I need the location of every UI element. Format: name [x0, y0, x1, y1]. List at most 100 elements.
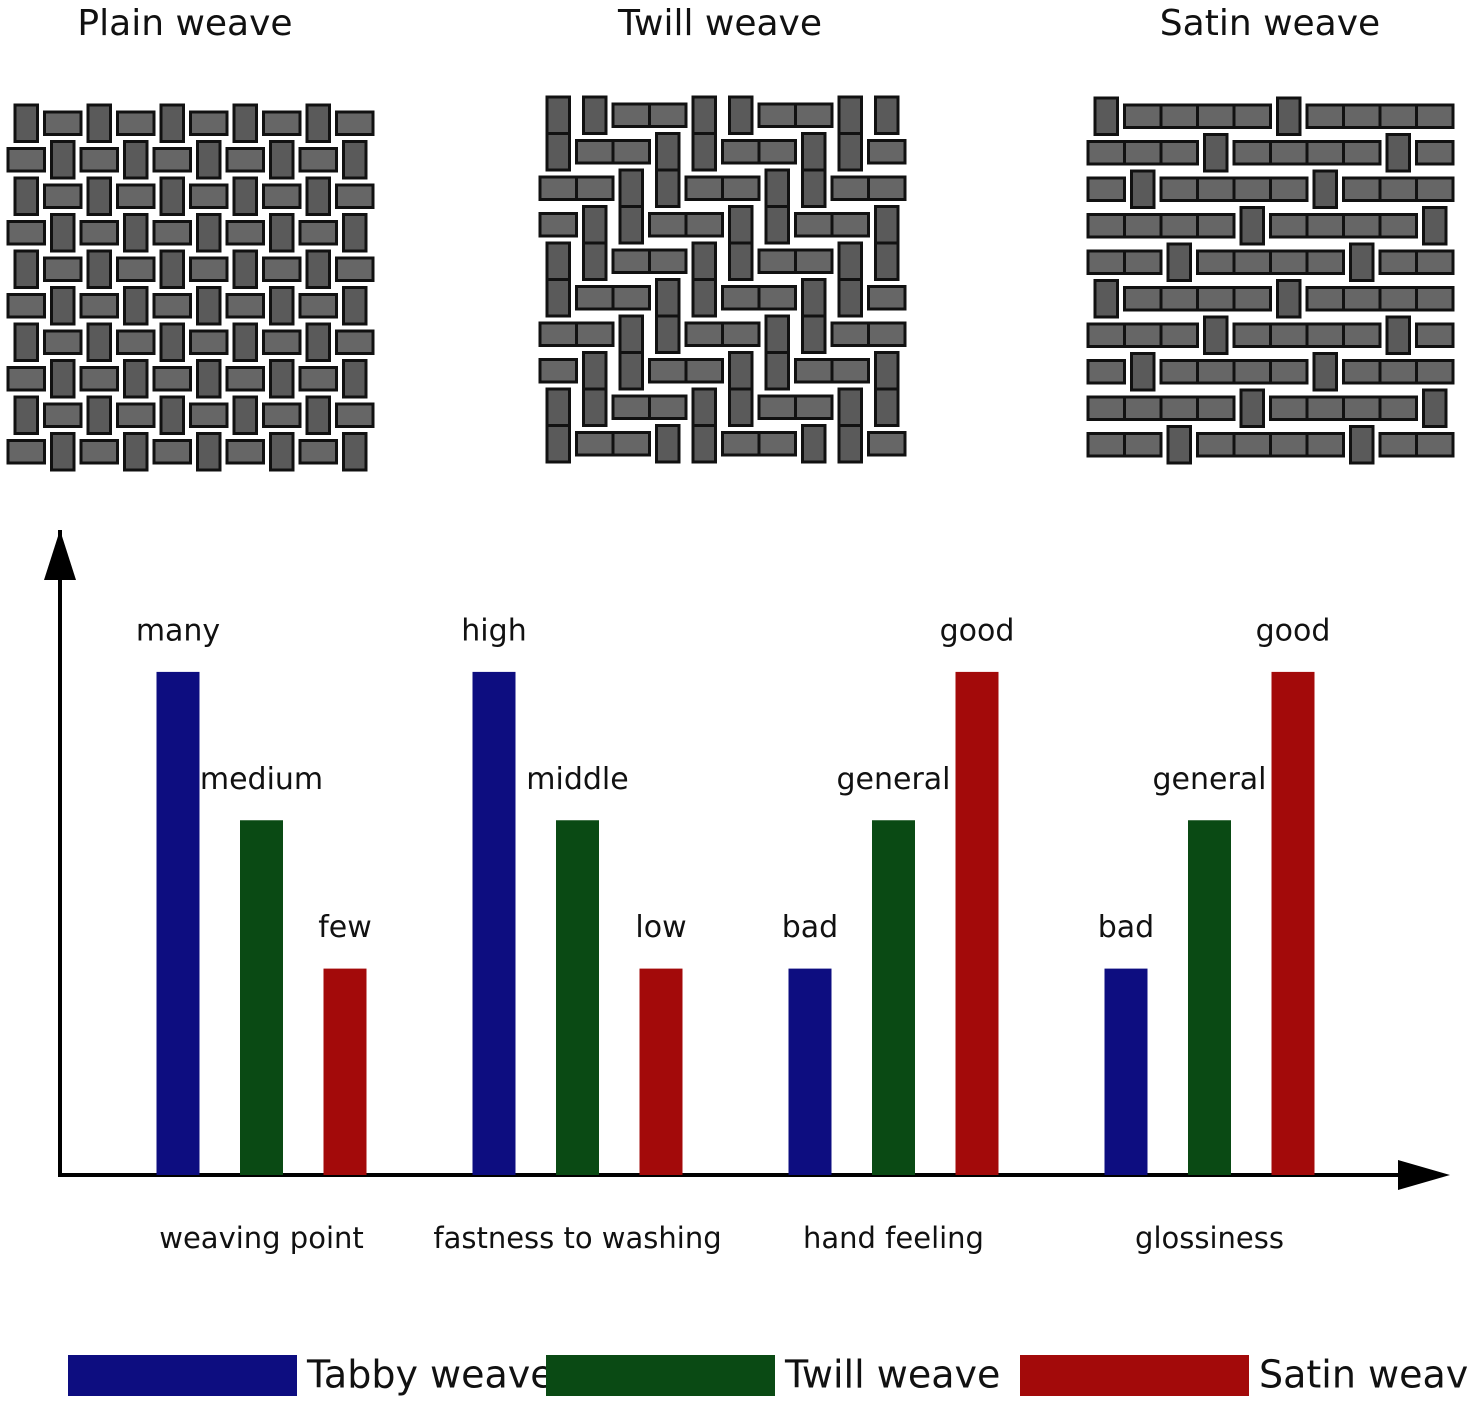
weave-cell: [196, 213, 222, 253]
weave-cell: [1342, 395, 1382, 421]
weave-cell: [116, 256, 156, 282]
weave-cell: [1415, 359, 1455, 385]
weave-cell: [1159, 359, 1199, 385]
weave-cell: [123, 213, 149, 253]
weave-cell: [1342, 213, 1382, 239]
weave-cell: [757, 285, 797, 311]
weave-cell: [1342, 322, 1382, 348]
bar: [639, 968, 683, 1175]
weave-cell: [1203, 315, 1229, 355]
weave-cell: [655, 132, 681, 172]
weave-cell: [1342, 176, 1382, 202]
y-axis-arrow: [44, 530, 76, 580]
weave-cell: [152, 366, 192, 392]
weave-cell: [538, 321, 578, 347]
weave-cell: [728, 387, 754, 427]
weave-cell: [1232, 359, 1272, 385]
weave-cell: [545, 95, 571, 135]
weave-cell: [13, 395, 39, 435]
weave-cell: [1123, 249, 1163, 275]
weave-cell: [867, 431, 907, 457]
weave-cell: [225, 366, 265, 392]
weave-cell: [1269, 322, 1309, 348]
weave-cell: [13, 322, 39, 362]
weave-cell: [189, 256, 229, 282]
weave-cell: [655, 314, 681, 354]
weave-cell: [1422, 388, 1448, 428]
weave-cell: [538, 175, 578, 201]
weave-cell: [1196, 213, 1236, 239]
weave-cell: [79, 366, 119, 392]
weave-cell: [1086, 176, 1126, 202]
weave-cell: [1269, 432, 1309, 458]
weave-cell: [538, 358, 578, 384]
weave-cell: [611, 139, 651, 165]
weave-cell: [1093, 279, 1119, 319]
data-label: general: [836, 762, 950, 797]
weave-cell: [225, 220, 265, 246]
weave-cell: [1159, 103, 1199, 129]
weave-cell: [582, 95, 608, 135]
weave-cell: [6, 366, 46, 392]
bar: [788, 968, 832, 1175]
weave-cell: [1239, 206, 1265, 246]
weave-cell: [1159, 213, 1199, 239]
x-tick-label: hand feeling: [803, 1221, 984, 1255]
weave-cell: [262, 256, 302, 282]
weave-cell: [298, 439, 338, 465]
weave-cell: [123, 286, 149, 326]
weave-cell: [232, 249, 258, 289]
weave-cell: [1305, 103, 1345, 129]
weave-cell: [545, 387, 571, 427]
weave-cell: [196, 432, 222, 472]
weave-cell: [1312, 169, 1338, 209]
data-label: many: [136, 613, 220, 648]
weave-cell: [757, 248, 797, 274]
weave-cell: [86, 249, 112, 289]
weave-cell: [1232, 322, 1272, 348]
weave-cell: [86, 322, 112, 362]
weave-cell: [152, 220, 192, 246]
weave-cell: [801, 424, 827, 464]
weave-cell: [1305, 249, 1345, 275]
x-tick-label: fastness to washing: [433, 1221, 721, 1255]
weave-cell: [269, 432, 295, 472]
weave-cell: [611, 431, 651, 457]
weave-cell: [1232, 103, 1272, 129]
weave-cell: [1349, 242, 1375, 282]
weave-cell: [298, 366, 338, 392]
weave-cell: [79, 147, 119, 173]
weave-cell: [1123, 103, 1163, 129]
weave-cell: [691, 424, 717, 464]
weave-cell: [43, 329, 83, 355]
weave-cell: [305, 249, 331, 289]
weave-cell: [1276, 279, 1302, 319]
weave-cell: [13, 176, 39, 216]
weave-cell: [196, 359, 222, 399]
weave-cell: [757, 102, 797, 128]
weave-cell: [721, 139, 761, 165]
weave-cell: [575, 321, 615, 347]
weave-cell: [582, 241, 608, 281]
weave-cell: [684, 321, 724, 347]
weave-cell: [189, 110, 229, 136]
data-label: bad: [1098, 910, 1154, 945]
weave-cell: [1269, 140, 1309, 166]
weave-cell: [618, 314, 644, 354]
weave-cell: [189, 402, 229, 428]
weave-cell: [794, 394, 834, 420]
weave-cell: [1378, 176, 1418, 202]
weave-cell: [50, 432, 76, 472]
weave-cell: [6, 220, 46, 246]
weave-cell: [830, 212, 870, 238]
weave-cell: [159, 249, 185, 289]
weave-cell: [764, 205, 790, 245]
weave-cell: [335, 256, 375, 282]
weave-cell: [1123, 286, 1163, 312]
weave-cell: [269, 359, 295, 399]
weave-cell: [1305, 213, 1345, 239]
weave-cell: [159, 103, 185, 143]
weave-cell: [764, 351, 790, 391]
weave-cell: [269, 286, 295, 326]
weave-cell: [232, 103, 258, 143]
